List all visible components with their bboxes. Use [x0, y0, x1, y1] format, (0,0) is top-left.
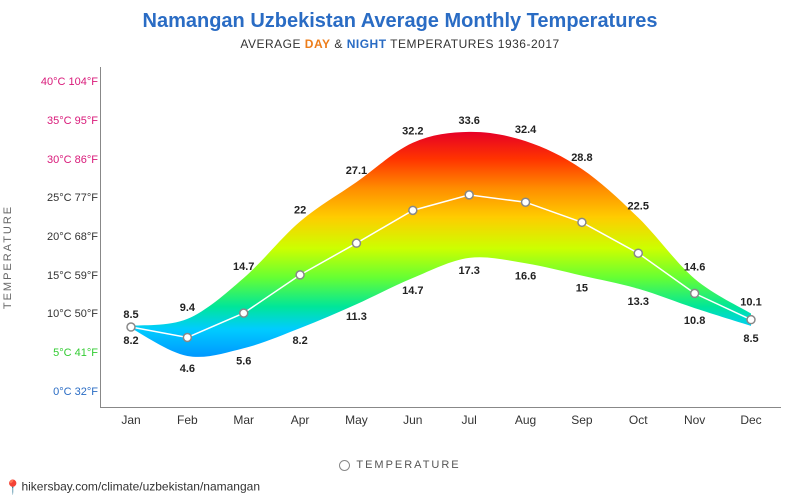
chart-title: Namangan Uzbekistan Average Monthly Temp… [0, 0, 800, 33]
avg-marker [183, 333, 191, 341]
legend: TEMPERATURE [0, 459, 800, 471]
day-value-label: 32.2 [402, 126, 423, 138]
source-footer: 📍hikersbay.com/climate/uzbekistan/namang… [4, 479, 260, 496]
y-axis-label: TEMPERATURE [2, 205, 14, 309]
temperature-range-area [131, 132, 751, 357]
night-value-label: 8.2 [292, 335, 307, 347]
avg-marker [578, 218, 586, 226]
subtitle-night: NIGHT [347, 37, 387, 51]
x-tick-label: Oct [629, 413, 648, 427]
y-tick-label: 10°C 50°F [0, 308, 98, 320]
x-tick-label: Jan [121, 413, 140, 427]
y-tick-label: 15°C 59°F [0, 270, 98, 282]
y-tick-label: 40°C 104°F [0, 76, 98, 88]
subtitle-pre: AVERAGE [240, 37, 304, 51]
night-value-label: 17.3 [458, 265, 479, 277]
x-tick-label: Aug [515, 413, 536, 427]
day-value-label: 32.4 [515, 124, 537, 136]
map-pin-icon: 📍 [4, 479, 21, 495]
day-value-label: 33.6 [458, 115, 479, 127]
day-value-label: 28.8 [571, 152, 592, 164]
avg-marker [296, 271, 304, 279]
x-tick-label: Jun [403, 413, 422, 427]
night-value-label: 4.6 [180, 363, 195, 375]
x-tick-label: Apr [291, 413, 310, 427]
avg-marker [634, 249, 642, 257]
day-value-label: 22.5 [628, 201, 649, 213]
x-tick-label: Jul [462, 413, 477, 427]
avg-marker [522, 198, 530, 206]
avg-marker [409, 206, 417, 214]
x-tick-label: Feb [177, 413, 198, 427]
plot-region: 8.5 9.4 14.7 22 27.1 32.2 33.6 32.4 28.8 22.5 14.6… [100, 67, 781, 408]
y-tick-label: 25°C 77°F [0, 192, 98, 204]
chart-area: TEMPERATURE 0°C 32°F 5°C 41°F 10°C 50°F 15°… [0, 57, 800, 457]
avg-marker [352, 239, 360, 247]
day-value-label: 27.1 [346, 165, 367, 177]
x-tick-label: Nov [684, 413, 705, 427]
subtitle-amp: & [331, 37, 347, 51]
night-value-label: 11.3 [346, 311, 367, 323]
y-tick-label: 35°C 95°F [0, 115, 98, 127]
night-value-label: 16.6 [515, 270, 536, 282]
y-tick-label: 0°C 32°F [0, 386, 98, 398]
legend-text: TEMPERATURE [356, 459, 460, 471]
day-value-label: 10.1 [740, 297, 761, 309]
source-url: hikersbay.com/climate/uzbekistan/namanga… [21, 480, 260, 494]
avg-marker [691, 289, 699, 297]
plot-svg: 8.5 9.4 14.7 22 27.1 32.2 33.6 32.4 28.8 22.5 14.6… [101, 67, 781, 407]
avg-marker [127, 323, 135, 331]
x-tick-label: Dec [740, 413, 761, 427]
night-value-label: 13.3 [628, 296, 649, 308]
chart-subtitle: AVERAGE DAY & NIGHT TEMPERATURES 1936-20… [0, 37, 800, 51]
y-tick-label: 30°C 86°F [0, 154, 98, 166]
avg-marker [240, 309, 248, 317]
x-tick-label: Mar [233, 413, 254, 427]
day-value-label: 9.4 [180, 302, 196, 314]
day-value-label: 14.6 [684, 262, 705, 274]
night-value-label: 8.2 [123, 335, 138, 347]
subtitle-post: TEMPERATURES 1936-2017 [387, 37, 560, 51]
night-value-label: 15 [576, 283, 588, 295]
day-value-label: 22 [294, 205, 306, 217]
night-value-label: 8.5 [743, 333, 758, 345]
day-value-label: 14.7 [233, 261, 254, 273]
night-value-label: 14.7 [402, 285, 423, 297]
x-tick-label: Sep [571, 413, 592, 427]
subtitle-day: DAY [305, 37, 331, 51]
avg-marker [465, 191, 473, 199]
y-tick-label: 5°C 41°F [0, 347, 98, 359]
night-value-label: 5.6 [236, 355, 251, 367]
y-tick-label: 20°C 68°F [0, 231, 98, 243]
day-value-label: 8.5 [123, 309, 138, 321]
night-value-label: 10.8 [684, 315, 705, 327]
avg-marker [747, 316, 755, 324]
x-tick-label: May [345, 413, 368, 427]
legend-marker-icon [339, 460, 350, 471]
